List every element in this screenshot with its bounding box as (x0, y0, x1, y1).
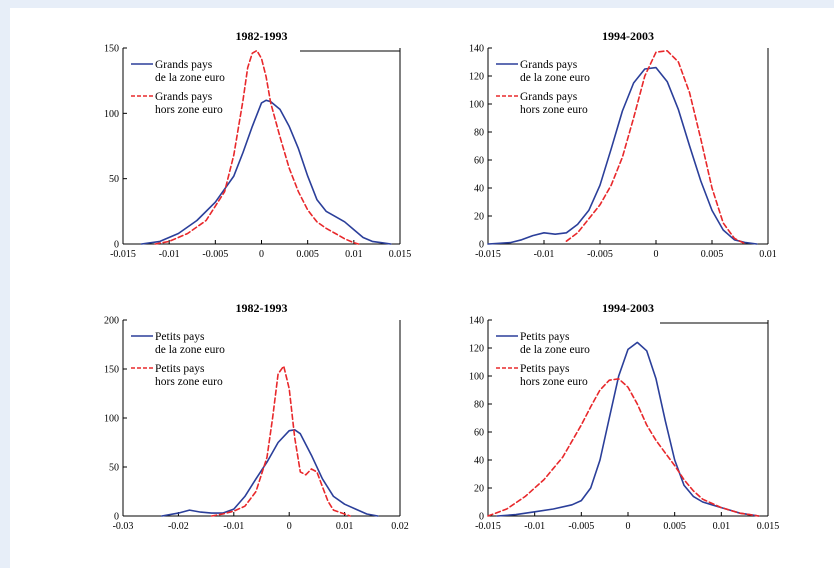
x-tick-label: -0.01 (534, 249, 555, 260)
y-tick-label: 20 (474, 212, 484, 223)
y-tick-label: 200 (104, 316, 119, 327)
y-tick-label: 60 (474, 156, 484, 167)
y-tick-label: 60 (474, 428, 484, 439)
x-tick-label: 0.02 (391, 521, 409, 532)
chart-panel-2: 1994-2003 -0.015 -0.01 -0.005 0 0.005 0.01 0 20 4… (469, 29, 777, 260)
x-tick-label: 0.005 (701, 249, 724, 260)
chart-title: 1982-1993 (236, 301, 288, 315)
legend-label: de la zone euro (520, 72, 590, 84)
legend-label: hors zone euro (155, 104, 223, 116)
legend-label: de la zone euro (520, 344, 590, 356)
y-tick-label: 0 (479, 240, 484, 251)
y-tick-label: 40 (474, 456, 484, 467)
series-line-dashed-red (565, 49, 747, 245)
series-line-dashed-red (487, 377, 760, 517)
y-tick-label: 80 (474, 400, 484, 411)
series-line-solid-blue (487, 66, 758, 245)
x-tick-label: 0.01 (336, 521, 354, 532)
x-tick-label: 0.015 (389, 249, 412, 260)
legend-label: Grands pays (155, 59, 213, 71)
y-tick-label: 150 (104, 44, 119, 55)
legend-label: Grands pays (520, 59, 578, 71)
series-line-dashed-red (210, 365, 351, 517)
x-tick-label: -0.03 (113, 521, 134, 532)
legend-label: Petits pays (520, 363, 570, 375)
y-tick-label: 100 (469, 372, 484, 383)
y-tick-label: 100 (104, 109, 119, 120)
x-tick-label: 0.01 (345, 249, 363, 260)
y-tick-label: 50 (109, 463, 119, 474)
y-tick-label: 80 (474, 128, 484, 139)
y-tick-label: 120 (469, 72, 484, 83)
x-tick-label: 0 (654, 249, 659, 260)
legend-label: de la zone euro (155, 72, 225, 84)
y-tick-label: 140 (469, 316, 484, 327)
y-tick-label: 150 (104, 365, 119, 376)
x-tick-label: -0.015 (475, 521, 501, 532)
x-tick-label: -0.005 (202, 249, 228, 260)
x-tick-label: 0.01 (713, 521, 731, 532)
figure-card (10, 8, 834, 568)
y-tick-label: 120 (469, 344, 484, 355)
x-tick-label: 0 (287, 521, 292, 532)
x-tick-label: -0.01 (223, 521, 244, 532)
x-tick-label: -0.005 (568, 521, 594, 532)
legend-label: Petits pays (520, 331, 570, 343)
y-tick-label: 0 (479, 512, 484, 523)
series-line-dashed-red (154, 49, 360, 245)
x-tick-label: -0.02 (168, 521, 189, 532)
y-tick-label: 100 (469, 100, 484, 111)
legend-label: de la zone euro (155, 344, 225, 356)
chart-title: 1982-1993 (236, 29, 288, 43)
legend-label: hors zone euro (155, 376, 223, 388)
y-tick-label: 20 (474, 484, 484, 495)
chart-panel-4: 1994-2003 -0.015 -0.01 -0.005 0 0.005 0.01 0.01… (469, 301, 779, 532)
y-tick-label: 0 (114, 240, 119, 251)
legend-label: hors zone euro (520, 376, 588, 388)
y-tick-label: 100 (104, 414, 119, 425)
x-tick-label: -0.015 (475, 249, 501, 260)
x-tick-label: -0.01 (159, 249, 180, 260)
legend-label: Petits pays (155, 363, 205, 375)
y-tick-label: 0 (114, 512, 119, 523)
legend-label: Petits pays (155, 331, 205, 343)
x-tick-label: 0.005 (296, 249, 319, 260)
x-tick-label: -0.01 (524, 521, 545, 532)
x-tick-label: 0.015 (757, 521, 780, 532)
y-tick-label: 50 (109, 174, 119, 185)
chart-panel-1: 1982-1993 -0.015 -0.01 -0.005 0 0.005 0.01 0.01… (104, 29, 411, 260)
legend-label: Grands pays (520, 91, 578, 103)
x-tick-label: 0.005 (663, 521, 686, 532)
legend-label: hors zone euro (520, 104, 588, 116)
legend-label: Grands pays (155, 91, 213, 103)
x-tick-label: 0 (626, 521, 631, 532)
series-line-solid-blue (140, 99, 392, 245)
chart-panel-3: 1982-1993 -0.03 -0.02 -0.01 0 0.01 0.02 0 50 100 1… (104, 301, 409, 532)
y-tick-label: 140 (469, 44, 484, 55)
x-tick-label: 0.01 (759, 249, 777, 260)
x-tick-label: -0.005 (587, 249, 613, 260)
chart-title: 1994-2003 (602, 301, 654, 315)
series-line-solid-blue (161, 428, 379, 517)
x-tick-label: 0 (259, 249, 264, 260)
chart-title: 1994-2003 (602, 29, 654, 43)
y-tick-label: 40 (474, 184, 484, 195)
x-tick-label: -0.015 (110, 249, 136, 260)
